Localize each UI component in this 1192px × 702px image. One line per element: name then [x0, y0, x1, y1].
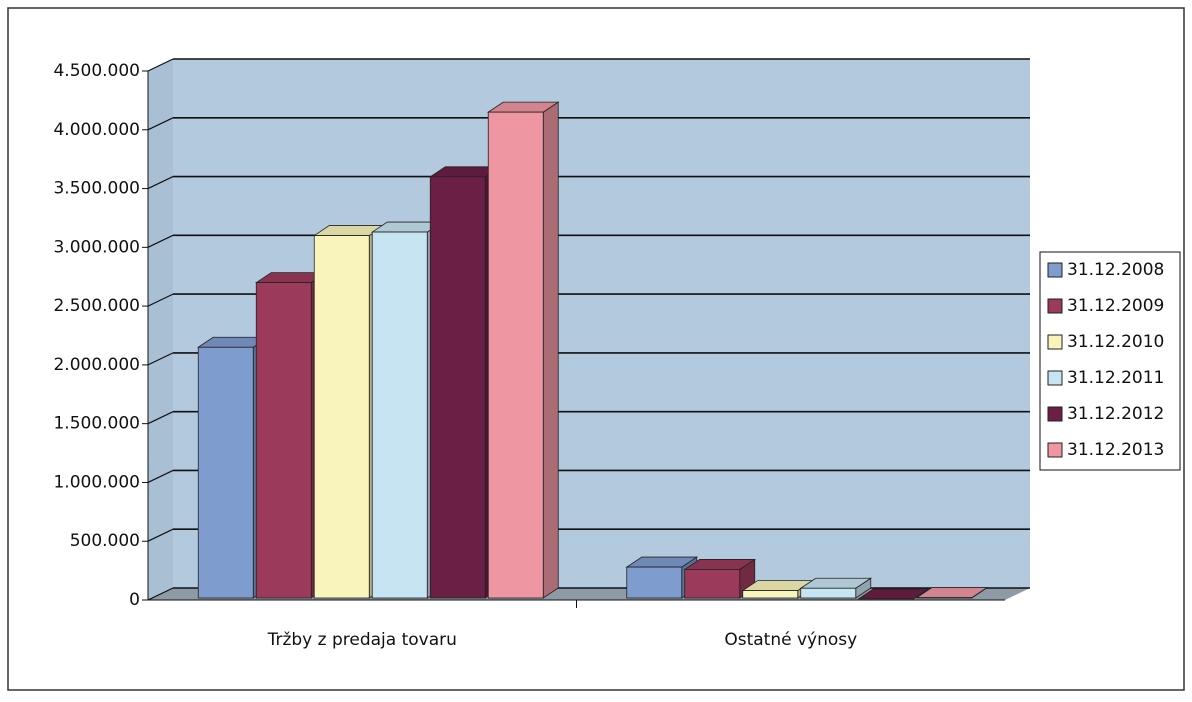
bar-side	[543, 102, 558, 598]
bar	[198, 347, 253, 598]
bar	[743, 591, 798, 598]
bar	[488, 112, 543, 598]
x-tick-label: Tržby z predaja tovaru	[267, 630, 457, 650]
y-tick-label: 2.500.000	[53, 296, 140, 316]
legend-swatch	[1048, 371, 1062, 385]
legend-label: 31.12.2009	[1067, 296, 1164, 316]
y-tick-label: 4.000.000	[53, 120, 140, 140]
bar	[372, 232, 427, 598]
bar	[685, 569, 740, 598]
y-tick-label: 4.500.000	[53, 61, 140, 81]
y-tick-label: 1.500.000	[53, 414, 140, 434]
legend-label: 31.12.2012	[1067, 404, 1164, 424]
bar	[627, 567, 682, 598]
legend-label: 31.12.2013	[1067, 440, 1164, 460]
y-tick-label: 3.500.000	[53, 179, 140, 199]
legend-swatch	[1048, 443, 1062, 457]
y-tick-label: 3.000.000	[53, 237, 140, 257]
legend-swatch	[1048, 335, 1062, 349]
y-tick-label: 500.000	[70, 531, 140, 551]
legend-box	[1040, 252, 1180, 470]
bar	[801, 588, 856, 598]
y-tick-label: 2.000.000	[53, 355, 140, 375]
legend-label: 31.12.2011	[1067, 368, 1164, 388]
legend-swatch	[1048, 263, 1062, 277]
legend-swatch	[1048, 407, 1062, 421]
bar	[256, 283, 311, 598]
legend-swatch	[1048, 299, 1062, 313]
legend-label: 31.12.2008	[1067, 260, 1164, 280]
side-wall	[148, 59, 173, 600]
legend-label: 31.12.2010	[1067, 332, 1164, 352]
y-tick-label: 1.000.000	[53, 472, 140, 492]
bar	[430, 177, 485, 598]
y-tick-label: 0	[129, 590, 140, 610]
x-tick-label: Ostatné výnosy	[724, 630, 857, 650]
bar	[314, 236, 369, 598]
